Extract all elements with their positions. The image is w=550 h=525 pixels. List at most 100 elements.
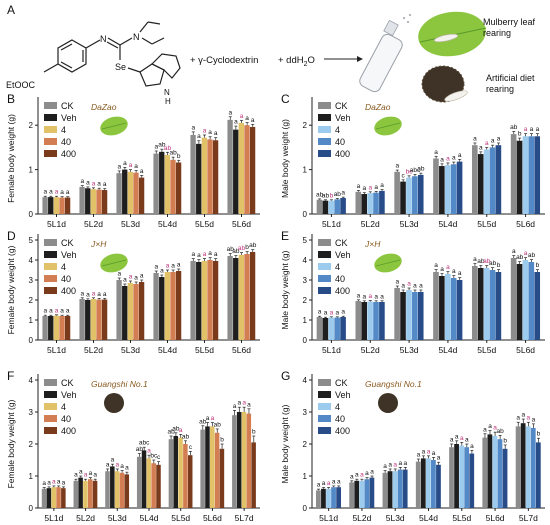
- legend-label-D: 400: [61, 286, 76, 296]
- significance-letter-C: a: [341, 190, 345, 197]
- legend-label-B: Veh: [61, 113, 77, 123]
- significance-letter-D: a: [86, 291, 90, 298]
- bar-C: [361, 194, 367, 214]
- x-tick-label-E: 5L1d: [322, 345, 341, 355]
- x-tick-label-F: 5L4d: [140, 513, 159, 523]
- significance-letter-C: a: [446, 155, 450, 162]
- atom-nh: N: [164, 88, 170, 97]
- bar-G: [321, 488, 326, 508]
- y-tick-label-D: 4: [29, 256, 34, 265]
- legend-label-B: CK: [61, 101, 74, 111]
- artificial-label-1: Artificial diet: [486, 73, 535, 83]
- significance-letter-B: a: [80, 178, 84, 185]
- bar-D: [101, 299, 108, 340]
- legend-swatch-F: [44, 415, 57, 422]
- bar-G: [402, 469, 408, 508]
- significance-letter-B: a: [103, 181, 107, 188]
- x-tick-label-F: 5L1d: [44, 513, 63, 523]
- significance-letter-G: a: [417, 452, 421, 459]
- x-tick-label-D: 5L5d: [195, 345, 214, 355]
- bar-G: [464, 447, 470, 508]
- ethyl-1b: [147, 21, 161, 25]
- y-tick-label-D: 0: [29, 336, 34, 345]
- bar-E: [355, 301, 362, 340]
- ethyl-1a: [139, 21, 149, 33]
- x-tick-label-F: 5L7d: [235, 513, 254, 523]
- significance-letter-C: a: [536, 126, 540, 133]
- significance-letter-G: a: [360, 472, 364, 479]
- significance-letter-C: a: [440, 156, 444, 163]
- bar-F: [200, 429, 205, 508]
- x-tick-label-D: 5L4d: [158, 345, 177, 355]
- bar-D: [96, 299, 102, 340]
- bar-E: [439, 276, 445, 340]
- atom-n-imine: N: [100, 34, 107, 44]
- significance-letter-G: a: [383, 463, 387, 470]
- significance-letter-F: a: [93, 472, 97, 479]
- significance-letter-F: a: [57, 478, 61, 485]
- bar-F: [168, 439, 174, 508]
- bar-C: [334, 199, 340, 214]
- significance-letter-D: b: [245, 244, 249, 251]
- significance-letter-E: b: [536, 262, 540, 269]
- y-tick-label-E: 3: [303, 276, 308, 285]
- bar-E: [361, 302, 367, 340]
- bar-E: [471, 266, 478, 340]
- panel-a: A EtOOC N: [6, 3, 536, 106]
- bar-D: [133, 284, 139, 340]
- mulberry-label-2: rearing: [483, 28, 511, 38]
- bar-D: [249, 252, 256, 340]
- significance-letter-D: a: [66, 308, 70, 315]
- legend-swatch-F: [44, 391, 57, 398]
- significance-letter-G: a: [388, 461, 392, 468]
- significance-letter-F: ab: [172, 425, 180, 432]
- significance-letter-B: a: [129, 162, 133, 169]
- bar-G: [492, 436, 498, 508]
- legend-label-G: Veh: [335, 390, 351, 400]
- bar-E: [394, 288, 400, 340]
- significance-letter-G: a: [470, 443, 474, 450]
- significance-letter-F: bc: [150, 453, 158, 460]
- bar-E: [340, 317, 346, 340]
- significance-letter-D: a: [197, 252, 201, 259]
- bar-D: [175, 271, 182, 340]
- significance-letter-F: a: [42, 480, 46, 487]
- significance-letter-G: ab: [497, 428, 505, 435]
- y-tick-label-G: 0: [303, 504, 308, 513]
- significance-letter-B: a: [49, 189, 53, 196]
- significance-letter-D: a: [166, 263, 170, 270]
- significance-letter-G: a: [450, 437, 454, 444]
- bar-F: [232, 415, 237, 508]
- bar-D: [233, 258, 239, 340]
- bar-G: [487, 434, 493, 508]
- bar-F: [183, 444, 188, 508]
- bar-G: [502, 448, 508, 508]
- significance-letter-C: a: [357, 183, 361, 190]
- bar-E: [379, 302, 385, 340]
- significance-letter-B: a: [123, 160, 127, 167]
- leaf-vein: [375, 122, 401, 130]
- significance-letter-F: a: [47, 479, 51, 486]
- x-tick-label-G: 5L3d: [386, 513, 405, 523]
- n-c-double-bond-2: [106, 41, 119, 49]
- bar-G: [431, 460, 436, 508]
- bar-E: [444, 274, 451, 340]
- legend-label-B: 40: [61, 137, 71, 147]
- significance-letter-B: a: [214, 130, 218, 137]
- bar-C: [522, 136, 529, 214]
- significance-letter-E: a: [368, 293, 372, 300]
- ethyl-2b: [151, 37, 165, 45]
- bar-D: [122, 286, 128, 340]
- significance-letter-C: b: [330, 192, 334, 199]
- significance-letter-C: ab: [334, 191, 342, 198]
- x-tick-label-G: 5L5d: [452, 513, 471, 523]
- significance-letter-F: a: [120, 463, 124, 470]
- x-tick-label-C: 5L6d: [516, 219, 535, 229]
- legend-label-E: 4: [335, 262, 340, 272]
- bar-C: [483, 149, 490, 214]
- bar-B: [212, 140, 219, 214]
- legend-label-G: 4: [335, 402, 340, 412]
- legend-label-G: 400: [335, 426, 350, 436]
